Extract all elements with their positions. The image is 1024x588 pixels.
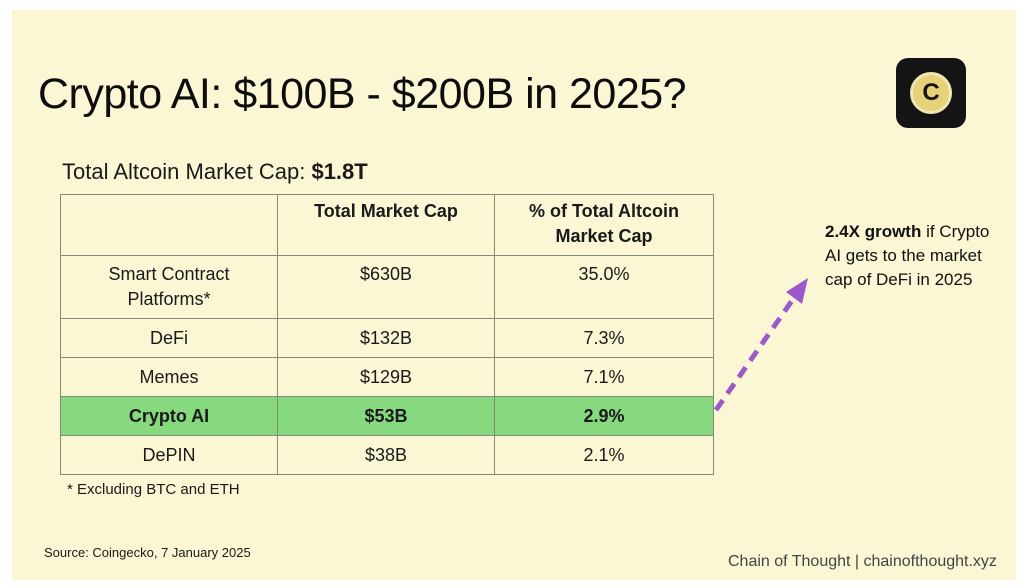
slide: Crypto AI: $100B - $200B in 2025? C Tota… [12,10,1016,580]
subtitle: Total Altcoin Market Cap: $1.8T [62,159,368,185]
coin-icon: C [910,72,952,114]
cell-category: Crypto AI [60,396,278,436]
cell-pct: 7.1% [494,357,714,397]
callout-text: if Crypto AI gets to the market cap of D… [825,222,990,289]
cell-market-cap: $38B [277,435,495,475]
category-line-1: Smart Contract [108,264,230,284]
footnote: * Excluding BTC and ETH [67,481,240,498]
cell-category: DeFi [60,318,278,358]
header-pct-line-1: % of Total Altcoin [529,201,679,221]
subtitle-label: Total Altcoin Market Cap: [62,159,312,184]
header-pct-altcoin: % of Total Altcoin Market Cap [494,194,714,256]
cell-market-cap: $132B [277,318,495,358]
table-row: Smart Contract Platforms* $630B 35.0% [60,255,714,319]
table-row: DePIN $38B 2.1% [60,435,714,475]
cell-category: DePIN [60,435,278,475]
table-row-highlighted: Crypto AI $53B 2.9% [60,396,714,436]
cell-category: Smart Contract Platforms* [60,255,278,319]
header-total-market-cap: Total Market Cap [277,194,495,256]
growth-callout: 2.4X growth if Crypto AI gets to the mar… [825,220,995,292]
brand-credit: Chain of Thought | chainofthought.xyz [728,553,997,570]
table-row: Memes $129B 7.1% [60,357,714,397]
category-line-2: Platforms* [127,289,211,309]
cell-market-cap: $129B [277,357,495,397]
cell-pct: 2.9% [494,396,714,436]
cell-category: Memes [60,357,278,397]
subtitle-value: $1.8T [311,159,368,184]
cell-pct: 2.1% [494,435,714,475]
chain-of-thought-logo: C [896,58,966,128]
callout-bold: 2.4X growth [825,222,922,241]
cell-pct: 7.3% [494,318,714,358]
cell-pct: 35.0% [494,255,714,319]
table-header-row: Total Market Cap % of Total Altcoin Marke… [60,194,714,256]
cell-market-cap: $630B [277,255,495,319]
source-note: Source: Coingecko, 7 January 2025 [44,545,251,560]
header-pct-line-2: Market Cap [555,226,653,246]
table-row: DeFi $132B 7.3% [60,318,714,358]
header-category [60,194,278,256]
market-cap-table: Total Market Cap % of Total Altcoin Marke… [60,194,714,475]
growth-arrow-icon [713,278,808,412]
cell-market-cap: $53B [277,396,495,436]
page-title: Crypto AI: $100B - $200B in 2025? [38,70,687,118]
